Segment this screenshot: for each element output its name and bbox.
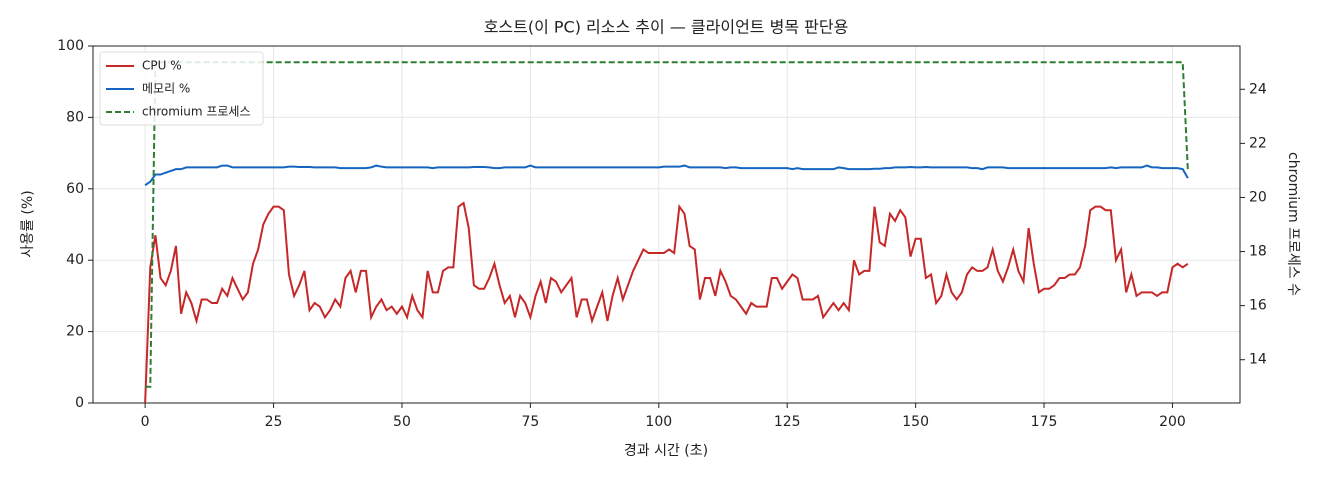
y2-tick-label: 14 bbox=[1249, 352, 1267, 368]
legend-label: 메모리 % bbox=[142, 82, 190, 96]
series-line bbox=[144, 201, 1189, 404]
legend-label: CPU % bbox=[142, 59, 182, 73]
y-axis-label: 사용률 (%) bbox=[20, 190, 36, 257]
x-tick-label: 125 bbox=[774, 414, 801, 430]
x-tick-label: 150 bbox=[902, 414, 929, 430]
x-tick-label: 100 bbox=[645, 414, 672, 430]
y2-tick-label: 18 bbox=[1249, 244, 1267, 260]
y2-axis-label: chromium 프로세스 수 bbox=[1285, 152, 1301, 296]
x-tick-label: 0 bbox=[141, 414, 150, 430]
chart-title: 호스트(이 PC) 리소스 추이 — 클라이언트 병목 판단용 bbox=[484, 18, 849, 37]
series-line bbox=[144, 164, 1189, 187]
series-line bbox=[145, 61, 1189, 388]
legend-label: chromium 프로세스 bbox=[142, 105, 251, 119]
y-tick-label: 80 bbox=[66, 109, 84, 125]
y-tick-label: 20 bbox=[66, 324, 84, 340]
x-tick-label: 75 bbox=[521, 414, 539, 430]
x-axis-label: 경과 시간 (초) bbox=[624, 443, 708, 459]
plot-frame bbox=[92, 45, 1241, 404]
y2-tick-label: 20 bbox=[1249, 189, 1267, 205]
legend-box bbox=[99, 51, 264, 126]
y-tick-label: 0 bbox=[75, 395, 84, 411]
y2-tick-label: 16 bbox=[1249, 298, 1267, 314]
x-tick-label: 50 bbox=[393, 414, 411, 430]
y-tick-label: 100 bbox=[57, 38, 84, 54]
y2-tick-label: 24 bbox=[1249, 81, 1267, 97]
x-tick-label: 25 bbox=[265, 414, 283, 430]
x-tick-label: 175 bbox=[1031, 414, 1058, 430]
x-tick-label: 200 bbox=[1159, 414, 1186, 430]
y-tick-label: 60 bbox=[66, 181, 84, 197]
y-tick-label: 40 bbox=[66, 252, 84, 268]
y2-tick-label: 22 bbox=[1249, 135, 1267, 151]
